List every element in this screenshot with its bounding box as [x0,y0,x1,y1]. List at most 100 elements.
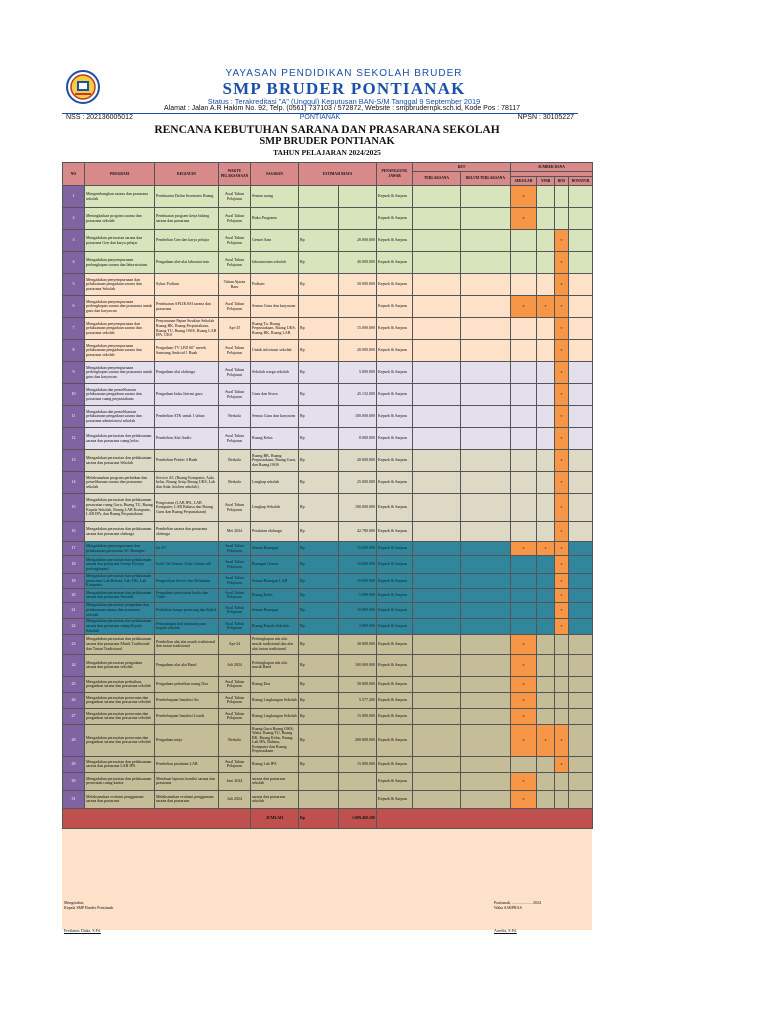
row-pj: Kepsek & Sarpras [376,723,413,757]
row-program: Mengadakan perawatan dan pelaksanaan sar… [84,755,155,773]
row-sekolah [510,361,537,384]
row-terlaksana [412,587,461,603]
row-ypsb [536,273,555,296]
row-donatur [567,317,594,340]
row-rp: Rp [298,449,339,472]
row-ypsb [536,251,555,274]
row-pj: Kepsek & Sarpras [376,361,413,384]
row-biaya: 50.000.000 [338,273,377,296]
row-bos: v [554,361,569,384]
row-belum [460,207,511,230]
row-belum [460,229,511,252]
col-terlaksana: TERLAKSANA [412,171,461,186]
row-bos: v [554,317,569,340]
row-biaya: 5.577.200 [338,691,377,709]
row-belum [460,273,511,296]
row-waktu: Mei 2024 [218,521,251,542]
row-sasaran: Ruang Guru Ruang OSIS, Waka, Ruang TU, R… [250,723,299,757]
row-donatur [567,633,594,655]
table-row: 22 Mengadakan perawatan dan pelaksanaan s… [62,617,594,635]
row-sasaran: Lengkap sekolah [250,471,299,494]
row-sasaran: Semua Guru dan karyawan [250,295,299,318]
row-donatur [567,653,594,677]
row-sekolah: v [510,541,537,556]
row-sasaran: Lengkap Sekolah [250,493,299,522]
row-bos: v [554,573,569,589]
row-sasaran: sarana dan prasarana sekolah [250,771,299,791]
row-bos: v [554,617,569,635]
footer-waka-title: Waka SARPRAS [494,905,522,910]
row-waktu: Awal Tahun Pelajaran [218,587,251,603]
row-biaya: 42.780.000 [338,521,377,542]
row-ypsb [536,789,555,809]
table-row: 7 Mengadakan penyempurnaan dan pelaksanaa… [62,317,594,340]
row-no: 3 [62,229,85,252]
row-pj: Kepsek & Sarpras [376,185,413,208]
row-belum [460,707,511,725]
plan-rows: 1 Mengembangkan sarana dan prasarana seko… [62,185,594,809]
row-sasaran: Semua Ruangan [250,541,299,556]
row-program: Meningkatkan program sarana dan prasaran… [84,207,155,230]
row-ypsb [536,383,555,406]
col-bos: BOS [554,176,569,186]
row-belum [460,521,511,542]
row-rp: Rp [298,521,339,542]
row-no: 9 [62,361,85,384]
table-row: 19 Mengadakan perawatan dan pelaksanaan p… [62,573,594,589]
row-waktu: Awal Tahun Pelajaran [218,617,251,635]
row-biaya: 30.000.000 [338,633,377,655]
row-sasaran: Ruang Lingkungan Sekolah [250,707,299,725]
row-program: Mengadakan perawatan dan pelaksanaan per… [84,573,155,589]
row-kegiatan: Pengadaan TV LED 60" merek Samsung Andro… [154,339,219,362]
row-ypsb [536,427,555,450]
document-title: RENCANA KEBUTUHAN SARANA DAN PRASARANA S… [154,124,500,136]
row-bos: v [554,383,569,406]
table-row: 31 Melaksanakan evaluasi penggunaan saran… [62,789,594,809]
row-bos [554,207,569,230]
row-sekolah: v [510,185,537,208]
row-bos: v [554,427,569,450]
row-terlaksana [412,383,461,406]
row-donatur [567,755,594,773]
row-kegiatan: Pengadaan perbaikan ruang Doa [154,675,219,693]
row-sasaran: Genset Sain [250,229,299,252]
row-waktu: Awal Tahun Pelajaran [218,383,251,406]
col-sekolah: SEKOLAH [510,176,537,186]
row-waktu: Awal Tahun Pelajaran [218,295,251,318]
row-sekolah: v [510,675,537,693]
row-terlaksana [412,295,461,318]
plan-sheet: NO PROGRAM KEGIATAN WAKTU PELAKSANAAN SA… [62,162,594,933]
row-rp: Rp [298,339,339,362]
row-terlaksana [412,207,461,230]
row-no: 12 [62,427,85,450]
row-waktu: Awal Tahun Pelajaran [218,555,251,574]
row-terlaksana [412,555,461,574]
row-rp: Rp [298,723,339,757]
row-kegiatan: Membuat laporan kondisi sarana dan prasa… [154,771,219,791]
row-no: 19 [62,573,85,589]
row-waktu: Tahun Ajaran Baru [218,273,251,296]
row-ypsb [536,405,555,428]
row-donatur [567,383,594,406]
row-kegiatan: Pembelian Alat Audio [154,427,219,450]
table-row: 2 Meningkatkan program sarana dan prasara… [62,207,594,230]
row-terlaksana [412,707,461,725]
row-kegiatan: Pengadaan perawatan Audio dan Video [154,587,219,603]
city-label: PONTIANAK [299,114,341,121]
row-biaya: 200.000.000 [338,723,377,757]
row-terlaksana [412,521,461,542]
row-waktu: Awal Tahun Pelajaran [218,339,251,362]
row-kegiatan: Pengadaan meja [154,723,219,757]
row-rp: Rp [298,691,339,709]
col-kegiatan: KEGIATAN [154,162,219,186]
row-pj: Kepsek & Sarpras [376,601,413,619]
row-program: Mengadakan perawatan perbaikan, pengadaa… [84,675,155,693]
row-sekolah [510,755,537,773]
row-sekolah: v [510,789,537,809]
row-donatur [567,471,594,494]
row-donatur [567,361,594,384]
row-kegiatan: Penyusunan Papan Struktur Sekolah Ruang … [154,317,219,340]
row-donatur [567,789,594,809]
row-bos: v [554,601,569,619]
row-belum [460,573,511,589]
